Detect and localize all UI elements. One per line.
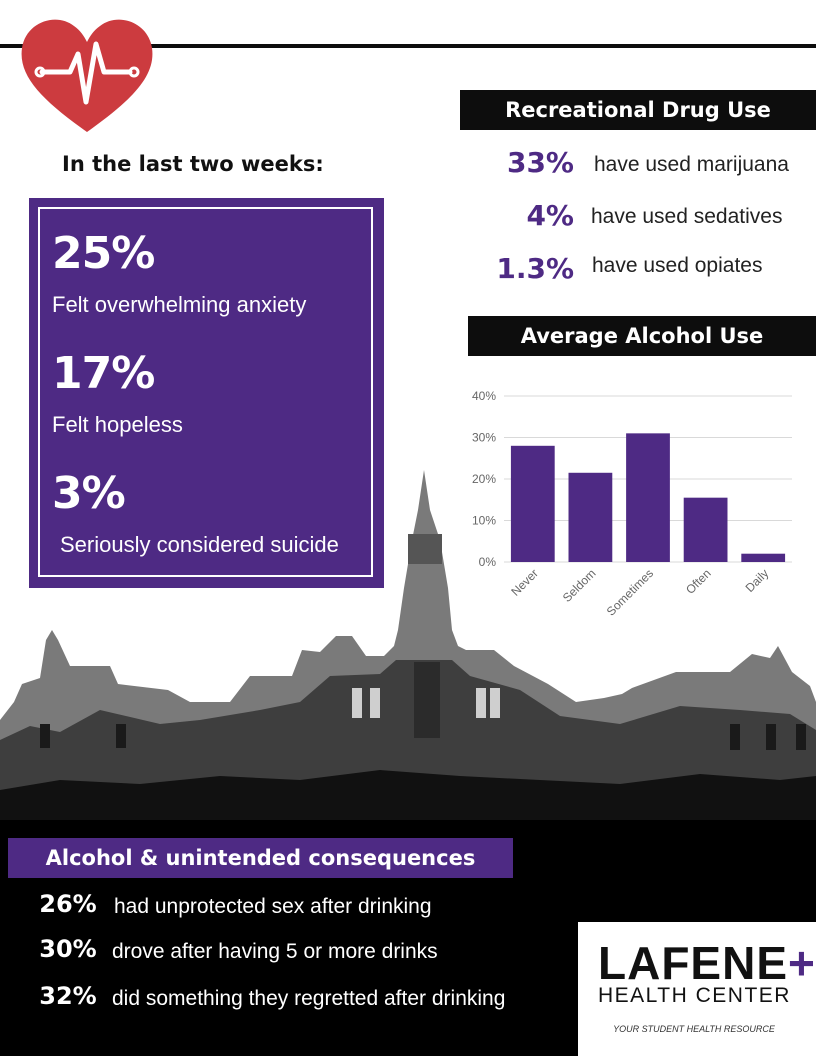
header-divider (0, 44, 816, 48)
mental-health-panel-border (38, 207, 373, 577)
marijuana-pct: 33% (506, 146, 574, 179)
logo-panel (578, 922, 816, 1056)
bar-often (683, 497, 728, 562)
campus-building-silhouette (0, 470, 816, 830)
sedatives-pct: 4% (526, 199, 574, 232)
anxiety-label: Felt overwhelming anxiety (52, 292, 307, 317)
mental-health-panel (29, 198, 384, 588)
hopeless-label: Felt hopeless (52, 412, 183, 437)
bar-daily (741, 553, 786, 562)
marijuana-label: have used marijuana (594, 153, 789, 176)
unprotected-sex-pct: 26% (39, 890, 97, 918)
y-tick-label: 30% (472, 431, 496, 445)
sedatives-label: have used sedatives (591, 205, 783, 228)
y-tick-label: 20% (472, 472, 496, 486)
regretted-pct: 32% (39, 982, 97, 1010)
opiates-pct: 1.3% (496, 252, 574, 285)
period-heading: In the last two weeks: (62, 152, 324, 176)
drove-pct: 30% (39, 935, 97, 963)
unprotected-sex-label: had unprotected sex after drinking (114, 895, 432, 918)
logo-plus-icon: + (788, 937, 816, 989)
lafene-logo: LAFENE+ (598, 936, 816, 990)
y-tick-label: 40% (472, 389, 496, 403)
drove-label: drove after having 5 or more drinks (112, 940, 438, 963)
consequences-title: Alcohol & unintended consequences (8, 838, 513, 878)
bar-seldom (568, 472, 613, 562)
alcohol-chart-title: Average Alcohol Use (468, 316, 816, 356)
y-tick-label: 0% (479, 555, 497, 569)
logo-subtitle: HEALTH CENTER (598, 984, 791, 1007)
suicide-label: Seriously considered suicide (60, 532, 339, 557)
bar-sometimes (626, 433, 670, 562)
drug-use-title: Recreational Drug Use (460, 90, 816, 130)
logo-name: LAFENE (598, 937, 788, 989)
hopeless-pct: 17% (52, 348, 155, 399)
bar-never (510, 445, 555, 562)
alcohol-bar-chart: 0%10%20%30%40%Never Seldom Sometimes Often D… (472, 389, 792, 619)
logo-tagline: YOUR STUDENT HEALTH RESOURCE (613, 1024, 775, 1034)
suicide-pct: 3% (52, 468, 126, 519)
opiates-label: have used opiates (592, 254, 763, 277)
heart-pulse-icon (21, 19, 153, 133)
regretted-label: did something they regretted after drink… (112, 987, 506, 1010)
anxiety-pct: 25% (52, 228, 155, 279)
y-tick-label: 10% (472, 514, 496, 528)
